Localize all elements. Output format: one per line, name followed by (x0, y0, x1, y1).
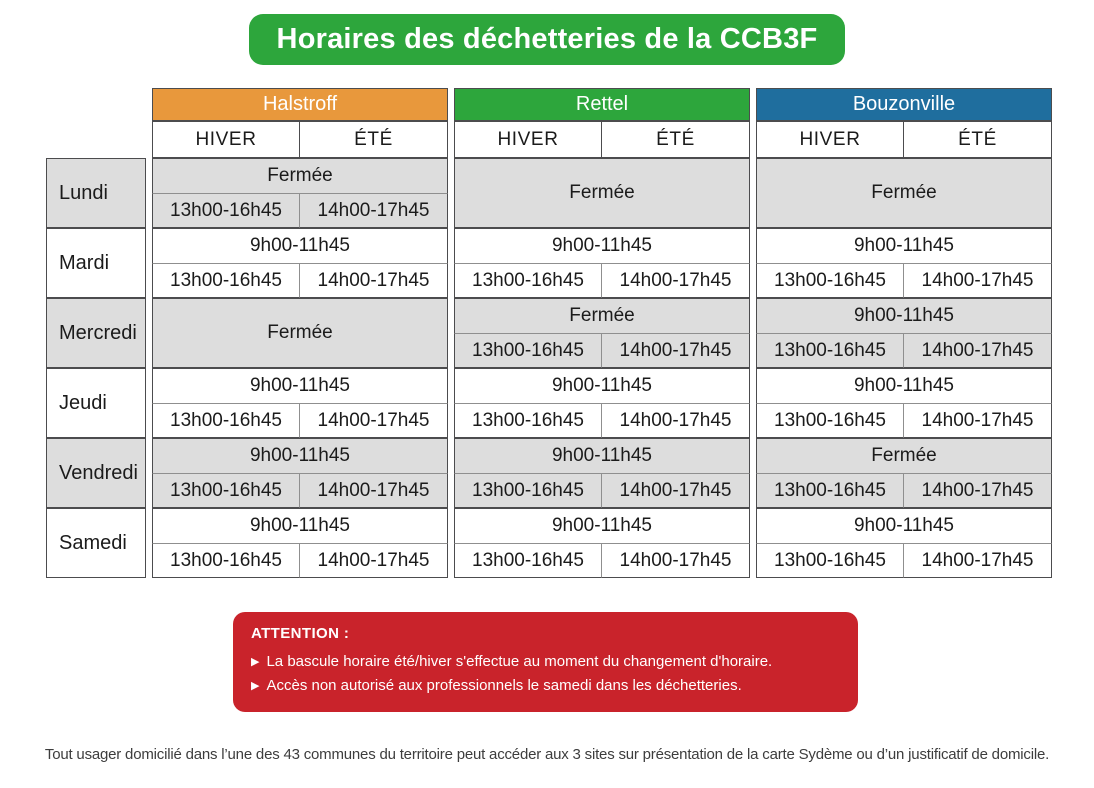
season-header-hiver: HIVER (152, 121, 300, 158)
cell-halstroff-pm-ete: 14h00-17h45 (300, 473, 448, 508)
cell-rettel-pm-hiver: 13h00-16h45 (454, 403, 602, 438)
cell-bouzonville-pm-hiver: 13h00-16h45 (756, 473, 904, 508)
season-header-ete: ÉTÉ (904, 121, 1052, 158)
attention-box: ATTENTION : ▶ La bascule horaire été/hive… (233, 612, 858, 712)
cell-rettel-pm-hiver: 13h00-16h45 (454, 543, 602, 578)
triangle-bullet-icon: ▶ (251, 680, 260, 692)
cell-rettel-pm-ete: 14h00-17h45 (602, 333, 750, 368)
attention-item: ▶ La bascule horaire été/hiver s'effectue… (251, 650, 840, 674)
attention-item: ▶ Accès non autorisé aux professionnels l… (251, 674, 840, 698)
cell-bouzonville-pm-hiver: 13h00-16h45 (756, 333, 904, 368)
site-header-rettel: Rettel (454, 88, 750, 121)
page-title: Horaires des déchetteries de la CCB3F (248, 14, 846, 65)
row-mercredi: Mercredi Fermée Fermée 9h00-11h45 (46, 298, 1052, 368)
attention-item-text: Accès non autorisé aux professionnels le… (266, 677, 742, 694)
schedule-table: Halstroff Rettel Bouzonville HIVER ÉTÉ H… (46, 88, 1052, 578)
season-header-ete: ÉTÉ (602, 121, 750, 158)
cell-halstroff-morning: 9h00-11h45 (152, 368, 448, 403)
title-bar: Horaires des déchetteries de la CCB3F (0, 0, 1094, 65)
day-label: Samedi (46, 508, 146, 578)
cell-halstroff-pm-hiver: 13h00-16h45 (152, 543, 300, 578)
day-label: Lundi (46, 158, 146, 228)
site-header-bouzonville: Bouzonville (756, 88, 1052, 121)
season-header-ete: ÉTÉ (300, 121, 448, 158)
cell-rettel-pm-ete: 14h00-17h45 (602, 263, 750, 298)
row-vendredi: Vendredi 9h00-11h45 9h00-11h45 Fermée (46, 438, 1052, 508)
cell-bouzonville-pm-hiver: 13h00-16h45 (756, 263, 904, 298)
cell-bouzonville-closed: Fermée (756, 158, 1052, 228)
cell-bouzonville-pm-ete: 14h00-17h45 (904, 333, 1052, 368)
day-label: Vendredi (46, 438, 146, 508)
cell-bouzonville-morning: Fermée (756, 438, 1052, 473)
row-lundi: Lundi Fermée Fermée Fermée (46, 158, 1052, 228)
cell-halstroff-closed: Fermée (152, 298, 448, 368)
cell-halstroff-pm-ete: 14h00-17h45 (300, 193, 448, 228)
triangle-bullet-icon: ▶ (251, 656, 260, 668)
cell-rettel-pm-ete: 14h00-17h45 (602, 543, 750, 578)
cell-halstroff-pm-hiver: 13h00-16h45 (152, 403, 300, 438)
cell-rettel-pm-ete: 14h00-17h45 (602, 403, 750, 438)
cell-rettel-pm-hiver: 13h00-16h45 (454, 473, 602, 508)
season-header-hiver: HIVER (756, 121, 904, 158)
row-mardi: Mardi 9h00-11h45 9h00-11h45 9h00-11h45 (46, 228, 1052, 298)
cell-halstroff-pm-hiver: 13h00-16h45 (152, 263, 300, 298)
cell-halstroff-morning: 9h00-11h45 (152, 228, 448, 263)
cell-bouzonville-pm-ete: 14h00-17h45 (904, 263, 1052, 298)
day-label: Mardi (46, 228, 146, 298)
cell-rettel-closed: Fermée (454, 158, 750, 228)
cell-rettel-pm-ete: 14h00-17h45 (602, 473, 750, 508)
cell-halstroff-morning: Fermée (152, 158, 448, 193)
cell-halstroff-pm-ete: 14h00-17h45 (300, 543, 448, 578)
cell-bouzonville-morning: 9h00-11h45 (756, 298, 1052, 333)
cell-rettel-morning: 9h00-11h45 (454, 368, 750, 403)
cell-rettel-pm-hiver: 13h00-16h45 (454, 333, 602, 368)
cell-bouzonville-pm-hiver: 13h00-16h45 (756, 543, 904, 578)
cell-rettel-pm-hiver: 13h00-16h45 (454, 263, 602, 298)
schedule-table-wrap: Halstroff Rettel Bouzonville HIVER ÉTÉ H… (46, 88, 1094, 578)
cell-bouzonville-pm-hiver: 13h00-16h45 (756, 403, 904, 438)
cell-rettel-morning: 9h00-11h45 (454, 438, 750, 473)
cell-rettel-morning: 9h00-11h45 (454, 508, 750, 543)
attention-heading: ATTENTION : (251, 625, 350, 642)
site-header-halstroff: Halstroff (152, 88, 448, 121)
day-label: Jeudi (46, 368, 146, 438)
footer-note: Tout usager domicilié dans l’une des 43 … (44, 746, 1050, 763)
attention-item-text: La bascule horaire été/hiver s'effectue … (266, 653, 773, 670)
corner-blank (46, 88, 146, 121)
cell-bouzonville-pm-ete: 14h00-17h45 (904, 403, 1052, 438)
cell-halstroff-morning: 9h00-11h45 (152, 508, 448, 543)
row-samedi: Samedi 9h00-11h45 9h00-11h45 9h00-11h45 (46, 508, 1052, 578)
cell-halstroff-pm-ete: 14h00-17h45 (300, 263, 448, 298)
day-label: Mercredi (46, 298, 146, 368)
cell-bouzonville-morning: 9h00-11h45 (756, 368, 1052, 403)
cell-bouzonville-pm-ete: 14h00-17h45 (904, 543, 1052, 578)
cell-rettel-morning: 9h00-11h45 (454, 228, 750, 263)
cell-halstroff-pm-ete: 14h00-17h45 (300, 403, 448, 438)
cell-bouzonville-morning: 9h00-11h45 (756, 508, 1052, 543)
season-header-hiver: HIVER (454, 121, 602, 158)
cell-rettel-morning: Fermée (454, 298, 750, 333)
cell-halstroff-pm-hiver: 13h00-16h45 (152, 193, 300, 228)
cell-halstroff-pm-hiver: 13h00-16h45 (152, 473, 300, 508)
cell-bouzonville-pm-ete: 14h00-17h45 (904, 473, 1052, 508)
cell-halstroff-morning: 9h00-11h45 (152, 438, 448, 473)
row-jeudi: Jeudi 9h00-11h45 9h00-11h45 9h00-11h45 (46, 368, 1052, 438)
cell-bouzonville-morning: 9h00-11h45 (756, 228, 1052, 263)
